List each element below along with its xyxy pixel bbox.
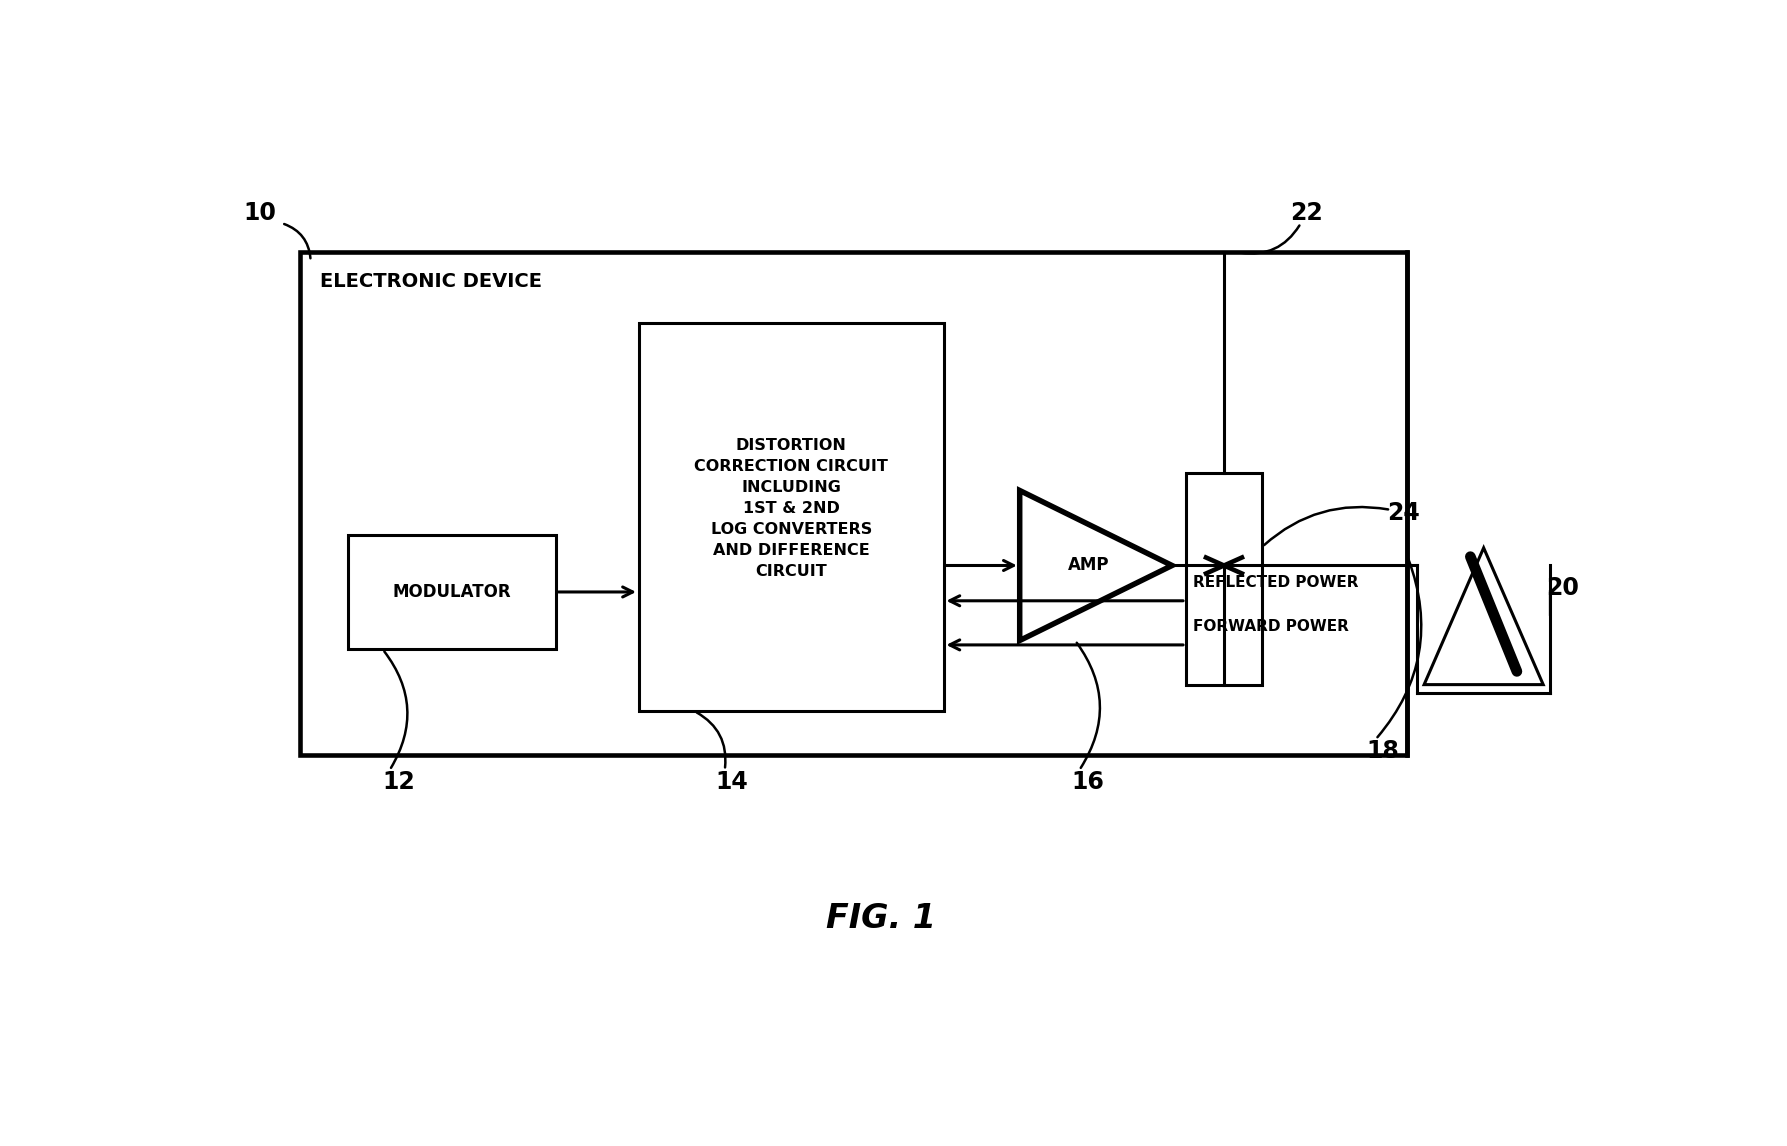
Text: MODULATOR: MODULATOR — [393, 583, 511, 601]
Text: 14: 14 — [715, 770, 747, 794]
Polygon shape — [1424, 548, 1544, 684]
Text: 18: 18 — [1365, 739, 1399, 763]
Bar — [348, 534, 556, 650]
Text: FORWARD POWER: FORWARD POWER — [1192, 619, 1349, 635]
Bar — [300, 252, 1408, 755]
Text: 12: 12 — [382, 770, 415, 794]
Text: REFLECTED POWER: REFLECTED POWER — [1192, 575, 1358, 590]
Text: DISTORTION
CORRECTION CIRCUIT
INCLUDING
1ST & 2ND
LOG CONVERTERS
AND DIFFERENCE
: DISTORTION CORRECTION CIRCUIT INCLUDING … — [695, 438, 888, 579]
Text: ELECTRONIC DEVICE: ELECTRONIC DEVICE — [320, 272, 541, 291]
Text: 24: 24 — [1387, 501, 1419, 525]
Bar — [640, 323, 944, 711]
Text: FIG. 1: FIG. 1 — [826, 902, 936, 935]
Text: AMP: AMP — [1069, 557, 1110, 574]
Polygon shape — [1020, 490, 1172, 641]
Text: 20: 20 — [1546, 575, 1580, 599]
Text: 16: 16 — [1070, 770, 1104, 794]
Text: 10: 10 — [243, 201, 275, 225]
Text: 22: 22 — [1290, 201, 1322, 225]
Bar — [1187, 473, 1262, 684]
